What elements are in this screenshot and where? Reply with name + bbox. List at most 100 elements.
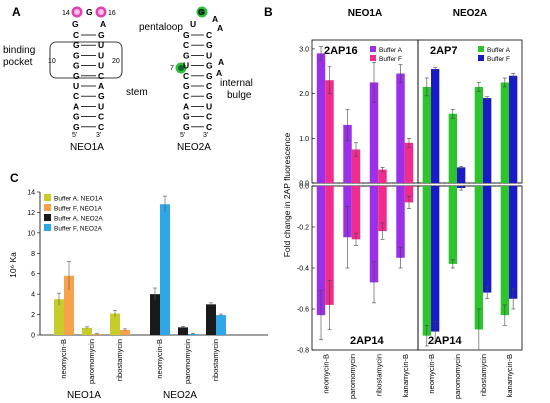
neo2a-base-left: C [183,40,189,50]
panel-b-bar [351,149,361,183]
panel-b-category-label: paromomycin [453,354,462,399]
panel-c-group-label: NEO1A [67,390,101,401]
panel-b-y-tick-label: 2.0 [299,91,309,98]
panel-b-y-axis-label: Fold change in 2AP fluorescence [282,132,292,257]
neo2a-loop-base-3: A [212,14,218,24]
legend-swatch [44,214,51,221]
stem-label: stem [126,87,148,98]
panel-b-bar [396,73,405,183]
neo2a-base-right: U [206,101,212,111]
panel-c-bar [64,275,74,335]
panel-c-y-tick-label: 0 [31,333,35,340]
neo1a-3prime: 3' [96,132,101,139]
panel-b-y-tick-label: -0.8 [297,348,309,355]
panel-c-category-label: ribostamycin [211,339,220,381]
neo1a-pos-20: 20 [112,58,120,65]
neo1a-base-right: C [98,71,104,81]
neo2a-structure: 7 G U A A G CC GG UU GC GG CC GA UG CG C A A penta… [139,6,253,153]
panel-b-y-tick-label: 0.0 [299,181,309,188]
neo1a-structure: 14 16 G G A C GG UG UG UG CU AC GA UG CG C binding… [3,6,148,153]
neo1a-base-right: U [98,40,104,50]
panel-b-bar [404,142,414,183]
neo2a-name: NEO2A [177,142,211,153]
panel-b-category-label: kanamycin-B [401,354,410,397]
panel-c-y-tick-label: 6 [31,271,35,278]
binding-pocket-label-1: binding [3,45,35,56]
panel-b-category-label: ribostamycin [374,354,383,396]
panel-c-category-label: ribostamycin [115,339,124,381]
panel-b-bar [509,75,518,183]
panel-c-y-tick-label: 4 [31,292,35,299]
neo2a-base-right: C [206,30,212,40]
neo2a-base-right: G [206,40,213,50]
panel-b-column-title: NEO2A [453,8,487,19]
neo1a-base-left: G [73,61,80,71]
neo2a-base-left: C [183,71,189,81]
panel-b-bar [431,186,440,332]
legend-entry: Buffer F, NEO1A [54,206,103,213]
neo1a-pos-14: 14 [62,10,70,17]
neo2a-base-right: U [206,50,212,60]
panel-b-bar [351,186,361,240]
internal-bulge-label-2: bulge [227,90,252,101]
panel-b-bottom-label: 2AP14 [428,335,463,347]
panel-c-letter: C [10,171,19,185]
neo1a-base-left: G [73,40,80,50]
panel-b-y-tick-label: 0.0 [299,184,309,191]
panel-b-y-tick-label: 1.0 [299,136,309,143]
panel-b-column-title: NEO1A [348,8,382,19]
legend-entry: Buffer F, NEO2A [54,226,103,233]
panel-c-bar [82,327,92,335]
neo2a-base-right: C [206,112,212,122]
neo2a-3prime: 3' [203,132,208,139]
legend-entry: Buffer A, NEO2A [54,216,103,223]
panel-b-bar [422,186,431,336]
neo2a-base-left: A [183,101,189,111]
neo1a-name: NEO1A [70,142,104,153]
neo1a-base-right: A [98,81,104,91]
legend-entry: Buffer F [487,56,510,63]
neo2a-base-right: G [206,91,213,101]
legend-swatch [44,224,51,231]
neo2a-loop-base-2: U [190,19,196,29]
panel-c-y-tick-label: 14 [27,190,35,197]
panel-c-y-tick-label: 2 [31,312,35,319]
panel-b-bar [369,186,379,283]
panel-b-category-label: neomycin-B [321,354,330,394]
neo2a-base-left: G [183,112,190,122]
neo2a-base-right: G [206,61,213,71]
neo1a-base-right: C [98,122,104,132]
neo2a-base-left: G [183,122,190,132]
panel-b-bar [396,186,405,258]
binding-pocket-label-2: pocket [3,57,33,68]
panel-c-chart: 0 2 4 6 8 10 12 14 10⁶ Ka Buffer A, NEO1A Buffer F… [8,190,268,401]
panel-b-category-label: neomycin-B [427,354,436,394]
legend-swatch [44,194,51,201]
neo1a-base-left: G [73,112,80,122]
neo1a-base-left: A [73,101,79,111]
neo2a-loop-base-1: G [198,7,205,17]
legend-swatch [370,55,376,61]
panel-b-bar [404,186,414,203]
neo2a-loop-base-4: A [217,23,223,33]
panel-b-y-tick-label: 3.0 [299,46,309,53]
neo2a-base-right: C [206,81,212,91]
panel-c-category-label: paromomycin [87,339,96,384]
panel-b-bar [316,186,326,316]
neo1a-base-right: U [98,50,104,60]
neo1a-base-right: U [98,61,104,71]
pentaloop-label: pentaloop [139,22,183,33]
panel-b-bar [378,186,387,232]
panel-c-bar [216,315,226,335]
panel-b-top-label: 2AP16 [324,45,358,57]
legend-entry: Buffer A [487,47,511,54]
panel-c-y-axis-label: 10⁶ Ka [8,252,18,278]
panel-b-y-tick-label: -0.4 [297,266,309,273]
star-loop-icon [196,6,208,18]
neo2a-base-left: G [183,30,190,40]
panel-b-y-tick-label: -0.6 [297,307,309,314]
neo1a-loop-base-2: G [72,19,79,29]
panel-c-bar [54,299,64,335]
panel-c-bar [120,329,130,335]
